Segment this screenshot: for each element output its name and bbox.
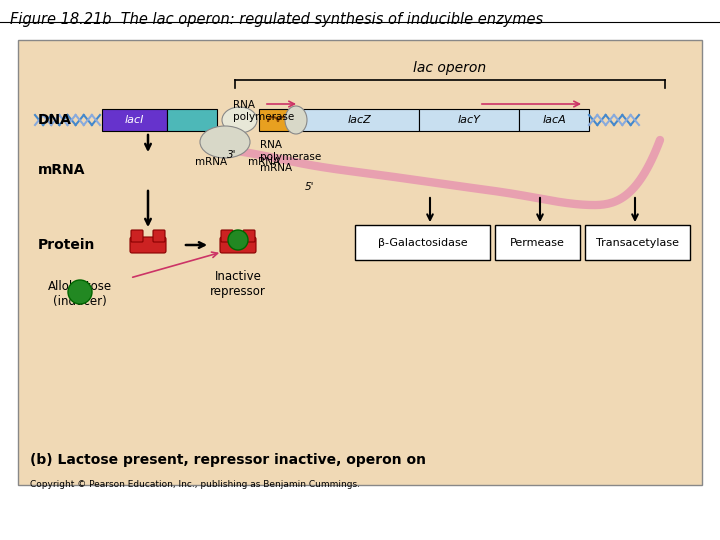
Text: Inactive
repressor: Inactive repressor <box>210 270 266 298</box>
Text: 3': 3' <box>228 150 237 160</box>
Text: RNA
polymerase: RNA polymerase <box>233 100 294 122</box>
Text: β-Galactosidase: β-Galactosidase <box>378 238 467 247</box>
FancyBboxPatch shape <box>130 237 166 253</box>
Text: mRNA: mRNA <box>38 163 86 177</box>
FancyBboxPatch shape <box>355 225 490 260</box>
FancyBboxPatch shape <box>243 230 255 242</box>
FancyBboxPatch shape <box>259 109 297 131</box>
FancyBboxPatch shape <box>220 237 256 253</box>
Circle shape <box>68 280 92 304</box>
FancyBboxPatch shape <box>495 225 580 260</box>
FancyBboxPatch shape <box>131 230 143 242</box>
Text: mRNA: mRNA <box>195 157 227 167</box>
Text: lacY: lacY <box>458 115 480 125</box>
Ellipse shape <box>285 106 307 134</box>
FancyBboxPatch shape <box>167 109 217 131</box>
Text: mRNA: mRNA <box>248 157 280 167</box>
Text: lac operon: lac operon <box>413 61 487 75</box>
FancyBboxPatch shape <box>299 109 419 131</box>
Text: Protein: Protein <box>38 238 95 252</box>
Text: DNA: DNA <box>38 113 72 127</box>
FancyBboxPatch shape <box>18 40 702 485</box>
Text: Figure 18.21b  The lac operon: regulated synthesis of inducible enzymes: Figure 18.21b The lac operon: regulated … <box>10 12 543 27</box>
FancyBboxPatch shape <box>102 109 167 131</box>
FancyBboxPatch shape <box>153 230 165 242</box>
FancyBboxPatch shape <box>419 109 519 131</box>
Text: Copyright © Pearson Education, Inc., publishing as Benjamin Cummings.: Copyright © Pearson Education, Inc., pub… <box>30 480 360 489</box>
Text: (b) Lactose present, repressor inactive, operon on: (b) Lactose present, repressor inactive,… <box>30 453 426 467</box>
Ellipse shape <box>222 107 257 133</box>
FancyBboxPatch shape <box>221 230 233 242</box>
Text: Permease: Permease <box>510 238 565 247</box>
Text: RNA
polymerase
mRNA: RNA polymerase mRNA <box>260 140 321 173</box>
FancyBboxPatch shape <box>585 225 690 260</box>
Text: Transacetylase: Transacetylase <box>596 238 679 247</box>
Text: Allolactose
(inducer): Allolactose (inducer) <box>48 280 112 308</box>
Ellipse shape <box>200 126 250 158</box>
Text: 5': 5' <box>305 182 315 192</box>
FancyBboxPatch shape <box>519 109 589 131</box>
Circle shape <box>228 230 248 250</box>
Text: lacA: lacA <box>542 115 566 125</box>
Text: lacZ: lacZ <box>347 115 371 125</box>
Text: lacI: lacI <box>125 115 144 125</box>
